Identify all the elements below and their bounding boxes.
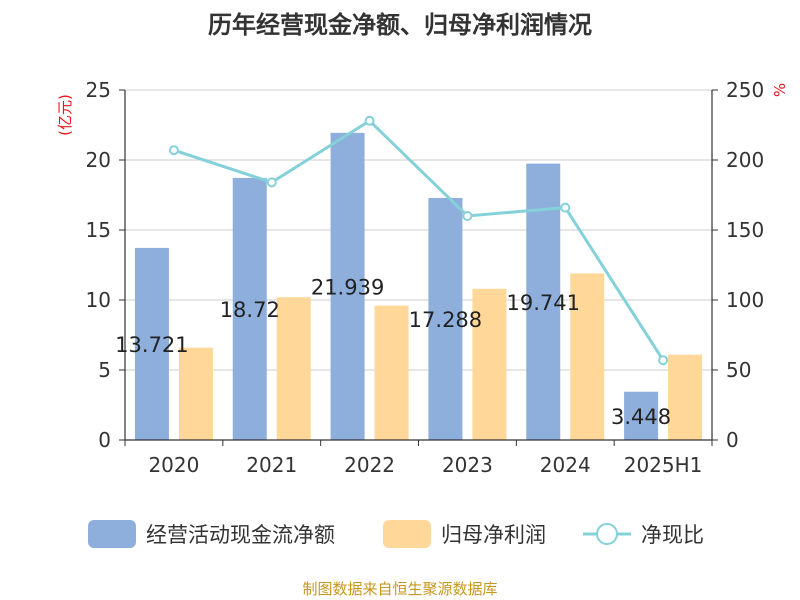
ratio-line-path: [173, 118, 665, 362]
ratio-point: [266, 177, 277, 188]
cash-flow-data-label: 21.939: [311, 275, 384, 299]
cash-flow-bar: [134, 247, 169, 440]
x-tick-label: 2020: [148, 453, 199, 477]
net-profit-bar: [276, 297, 311, 440]
cash-flow-data-label: 17.288: [409, 308, 482, 332]
legend-swatch-net-profit: [383, 520, 431, 548]
ratio-point: [364, 115, 375, 126]
right-tick-label: 0: [726, 428, 739, 452]
x-tick-label: 2025H1: [624, 453, 703, 477]
left-tick-label: 5: [98, 358, 111, 382]
legend-label-ratio: 净现比: [641, 523, 704, 547]
cash-flow-data-label: 19.741: [507, 291, 580, 315]
legend: 经营活动现金流净额 归母净利润 净现比: [88, 520, 704, 548]
ratio-line: [168, 115, 669, 366]
chart-title: 历年经营现金净额、归母净利润情况: [208, 11, 592, 39]
cash-flow-bar: [624, 391, 659, 440]
legend-label-net-profit: 归母净利润: [441, 523, 546, 547]
right-tick-label: 150: [726, 218, 764, 242]
legend-label-cash-flow: 经营活动现金流净额: [146, 523, 335, 547]
x-tick-label: 2023: [442, 453, 493, 477]
left-tick-label: 15: [86, 218, 111, 242]
legend-swatch-cash-flow: [88, 520, 136, 548]
net-profit-bar: [178, 347, 213, 440]
left-tick-label: 0: [98, 428, 111, 452]
data-labels: 13.721 18.72 21.939 17.288 19.741 3.448: [115, 275, 671, 428]
bars: [134, 132, 703, 441]
cash-flow-data-label: 18.72: [220, 298, 280, 322]
cash-flow-bar: [330, 132, 365, 440]
cash-flow-data-label: 3.448: [611, 405, 671, 429]
gridlines: [125, 89, 712, 371]
cash-flow-bar: [428, 197, 463, 440]
x-tick-label: 2024: [540, 453, 591, 477]
right-tick-label: 250: [726, 78, 764, 102]
net-profit-bar: [570, 273, 605, 440]
right-axis-unit: %: [771, 83, 789, 97]
left-tick-label: 10: [86, 288, 111, 312]
net-profit-bar: [374, 305, 409, 440]
ratio-point: [658, 355, 669, 366]
net-profit-bar: [668, 354, 703, 440]
ratio-point: [560, 202, 571, 213]
ratio-point: [462, 211, 473, 221]
cash-flow-data-label: 13.721: [115, 333, 188, 357]
source-note: 制图数据来自恒生聚源数据库: [302, 580, 497, 598]
cash-flow-bar: [232, 177, 267, 441]
legend-swatch-ratio-marker: [596, 523, 618, 545]
x-tick-label: 2021: [246, 453, 297, 477]
ratio-point: [168, 145, 179, 156]
net-profit-bar: [472, 288, 507, 440]
left-tick-label: 25: [86, 78, 111, 102]
x-tick-label: 2022: [344, 453, 395, 477]
right-tick-label: 50: [726, 358, 751, 382]
right-tick-label: 200: [726, 148, 764, 172]
left-tick-label: 20: [86, 148, 111, 172]
right-tick-label: 100: [726, 288, 764, 312]
left-axis-unit: (亿元): [56, 94, 74, 136]
